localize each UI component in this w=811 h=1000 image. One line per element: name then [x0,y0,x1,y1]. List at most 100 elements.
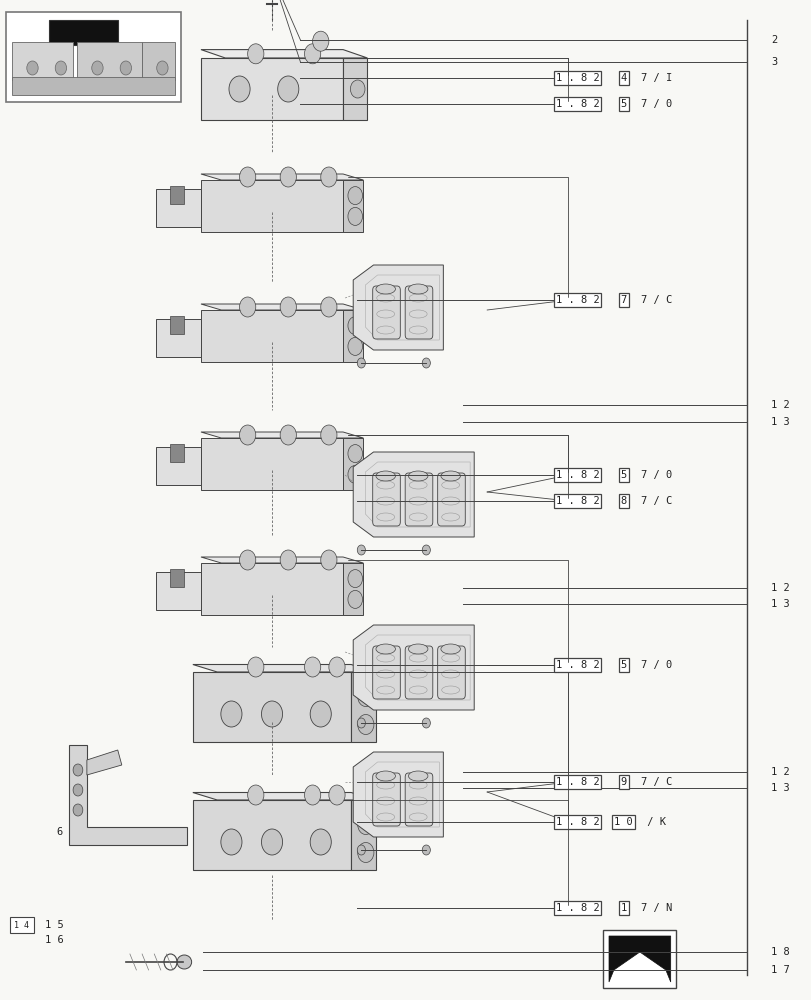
Polygon shape [201,304,363,310]
Polygon shape [350,672,375,742]
Text: 1 . 8 2: 1 . 8 2 [555,73,599,83]
FancyBboxPatch shape [405,646,432,699]
FancyBboxPatch shape [372,773,400,826]
Circle shape [357,714,374,734]
Text: 1 . 8 2: 1 . 8 2 [555,660,599,670]
Circle shape [247,657,264,677]
Text: 7: 7 [620,295,626,305]
Text: / K: / K [641,817,666,827]
Circle shape [221,701,242,727]
Circle shape [27,61,38,75]
Bar [201,310,342,362]
FancyBboxPatch shape [405,286,432,339]
Text: 1 7: 1 7 [770,965,789,975]
Bar [157,447,201,485]
Text: 1 . 8 2: 1 . 8 2 [555,470,599,480]
Text: 7 / N: 7 / N [641,903,672,913]
Circle shape [328,657,345,677]
Circle shape [277,76,298,102]
Ellipse shape [408,771,427,781]
Bar [49,20,118,45]
Bar [201,438,342,490]
Bar [12,77,174,95]
Circle shape [73,804,83,816]
Text: 1 6: 1 6 [45,935,63,945]
FancyBboxPatch shape [372,473,400,526]
Text: 7 / I: 7 / I [641,73,672,83]
Circle shape [328,785,345,805]
Circle shape [157,61,168,75]
Circle shape [347,207,362,225]
Polygon shape [342,58,367,120]
Text: 1 . 8 2: 1 . 8 2 [555,777,599,787]
Circle shape [310,829,331,855]
Circle shape [357,545,365,555]
Bar [602,930,675,988]
Ellipse shape [408,284,427,294]
Circle shape [247,785,264,805]
Circle shape [357,814,374,834]
Polygon shape [201,174,363,180]
Text: 5: 5 [620,660,626,670]
Polygon shape [201,50,367,58]
Circle shape [350,80,365,98]
Polygon shape [608,936,670,982]
Polygon shape [350,800,375,870]
Bar [169,316,184,334]
Polygon shape [342,180,363,232]
FancyBboxPatch shape [405,773,432,826]
Circle shape [312,31,328,51]
Ellipse shape [408,471,427,481]
Ellipse shape [177,955,191,969]
Bar [193,672,350,742]
Ellipse shape [375,771,395,781]
Bar [10,917,34,933]
FancyBboxPatch shape [437,646,465,699]
Circle shape [347,465,362,483]
Polygon shape [342,310,363,362]
Text: 5: 5 [620,99,626,109]
Circle shape [120,61,131,75]
Circle shape [357,686,374,706]
Circle shape [73,784,83,796]
Circle shape [422,545,430,555]
Text: 7 / C: 7 / C [641,496,672,506]
Text: 1: 1 [620,903,626,913]
Bar [201,563,342,615]
Bar [12,42,73,80]
Circle shape [229,76,250,102]
Text: 7 / C: 7 / C [641,777,672,787]
Circle shape [261,701,282,727]
Polygon shape [342,438,363,490]
Ellipse shape [375,471,395,481]
Polygon shape [201,557,363,563]
Ellipse shape [440,644,460,654]
Text: 1 3: 1 3 [770,417,789,427]
FancyBboxPatch shape [372,646,400,699]
Bar [169,186,184,204]
Circle shape [55,61,67,75]
Polygon shape [353,752,443,837]
Circle shape [422,358,430,368]
Text: 2: 2 [770,35,777,45]
Polygon shape [69,745,187,845]
Text: 1 4: 1 4 [15,920,29,930]
Polygon shape [353,265,443,350]
Polygon shape [201,432,363,438]
Circle shape [347,317,362,335]
Text: 7 / C: 7 / C [641,295,672,305]
Circle shape [320,297,337,317]
Circle shape [261,829,282,855]
Text: 7 / 0: 7 / 0 [641,99,672,109]
Circle shape [280,550,296,570]
Bar [193,800,350,870]
FancyBboxPatch shape [405,473,432,526]
Bar [201,58,342,120]
Text: 1 0: 1 0 [613,817,633,827]
Text: 4: 4 [620,73,626,83]
Text: 1 3: 1 3 [770,783,789,793]
Text: 1 2: 1 2 [770,583,789,593]
Circle shape [239,167,255,187]
Polygon shape [193,664,375,672]
Circle shape [357,718,365,728]
